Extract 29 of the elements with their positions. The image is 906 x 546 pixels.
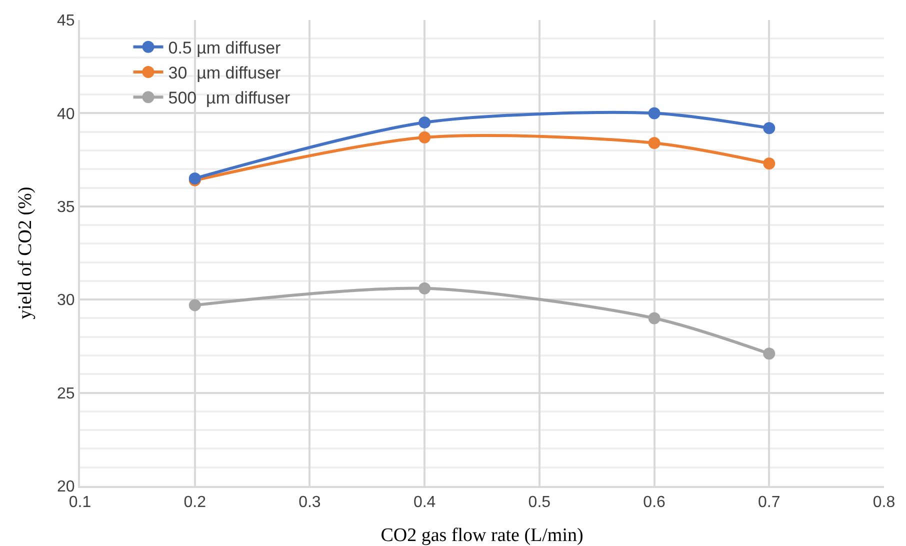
point	[648, 312, 660, 324]
y-tick-label: 25	[57, 385, 75, 402]
legend-label: 0.5 µm diffuser	[168, 38, 282, 58]
y-tick-label: 45	[57, 12, 75, 30]
point	[648, 107, 660, 120]
x-axis-title: CO2 gas flow rate (L/min)	[380, 525, 584, 546]
point	[418, 282, 431, 294]
x-tick-label: 0.2	[184, 494, 206, 512]
point	[763, 158, 776, 170]
point	[418, 131, 431, 144]
legend-label: 30 µm diffuser	[168, 64, 282, 83]
x-tick-label: 0.5	[528, 494, 551, 512]
point	[648, 137, 660, 150]
y-tick-label: 40	[57, 106, 75, 123]
point	[763, 348, 776, 360]
y-axis-title: yield of CO2 (%)	[15, 186, 36, 320]
legend-label: 500 µm diffuser	[168, 88, 291, 108]
point	[763, 122, 776, 134]
x-tick-label: 0.8	[872, 494, 896, 512]
x-tick-label: 0.4	[413, 494, 436, 512]
x-tick-label: 0.1	[68, 494, 92, 512]
y-tick-label: 35	[57, 199, 75, 216]
y-tick-label: 30	[57, 292, 75, 310]
point	[418, 116, 431, 129]
x-tick-label: 0.6	[643, 494, 666, 512]
y-tick-label: 20	[57, 478, 75, 496]
x-tick-label: 0.3	[298, 494, 321, 512]
x-tick-label: 0.7	[758, 494, 780, 512]
point	[188, 299, 201, 312]
